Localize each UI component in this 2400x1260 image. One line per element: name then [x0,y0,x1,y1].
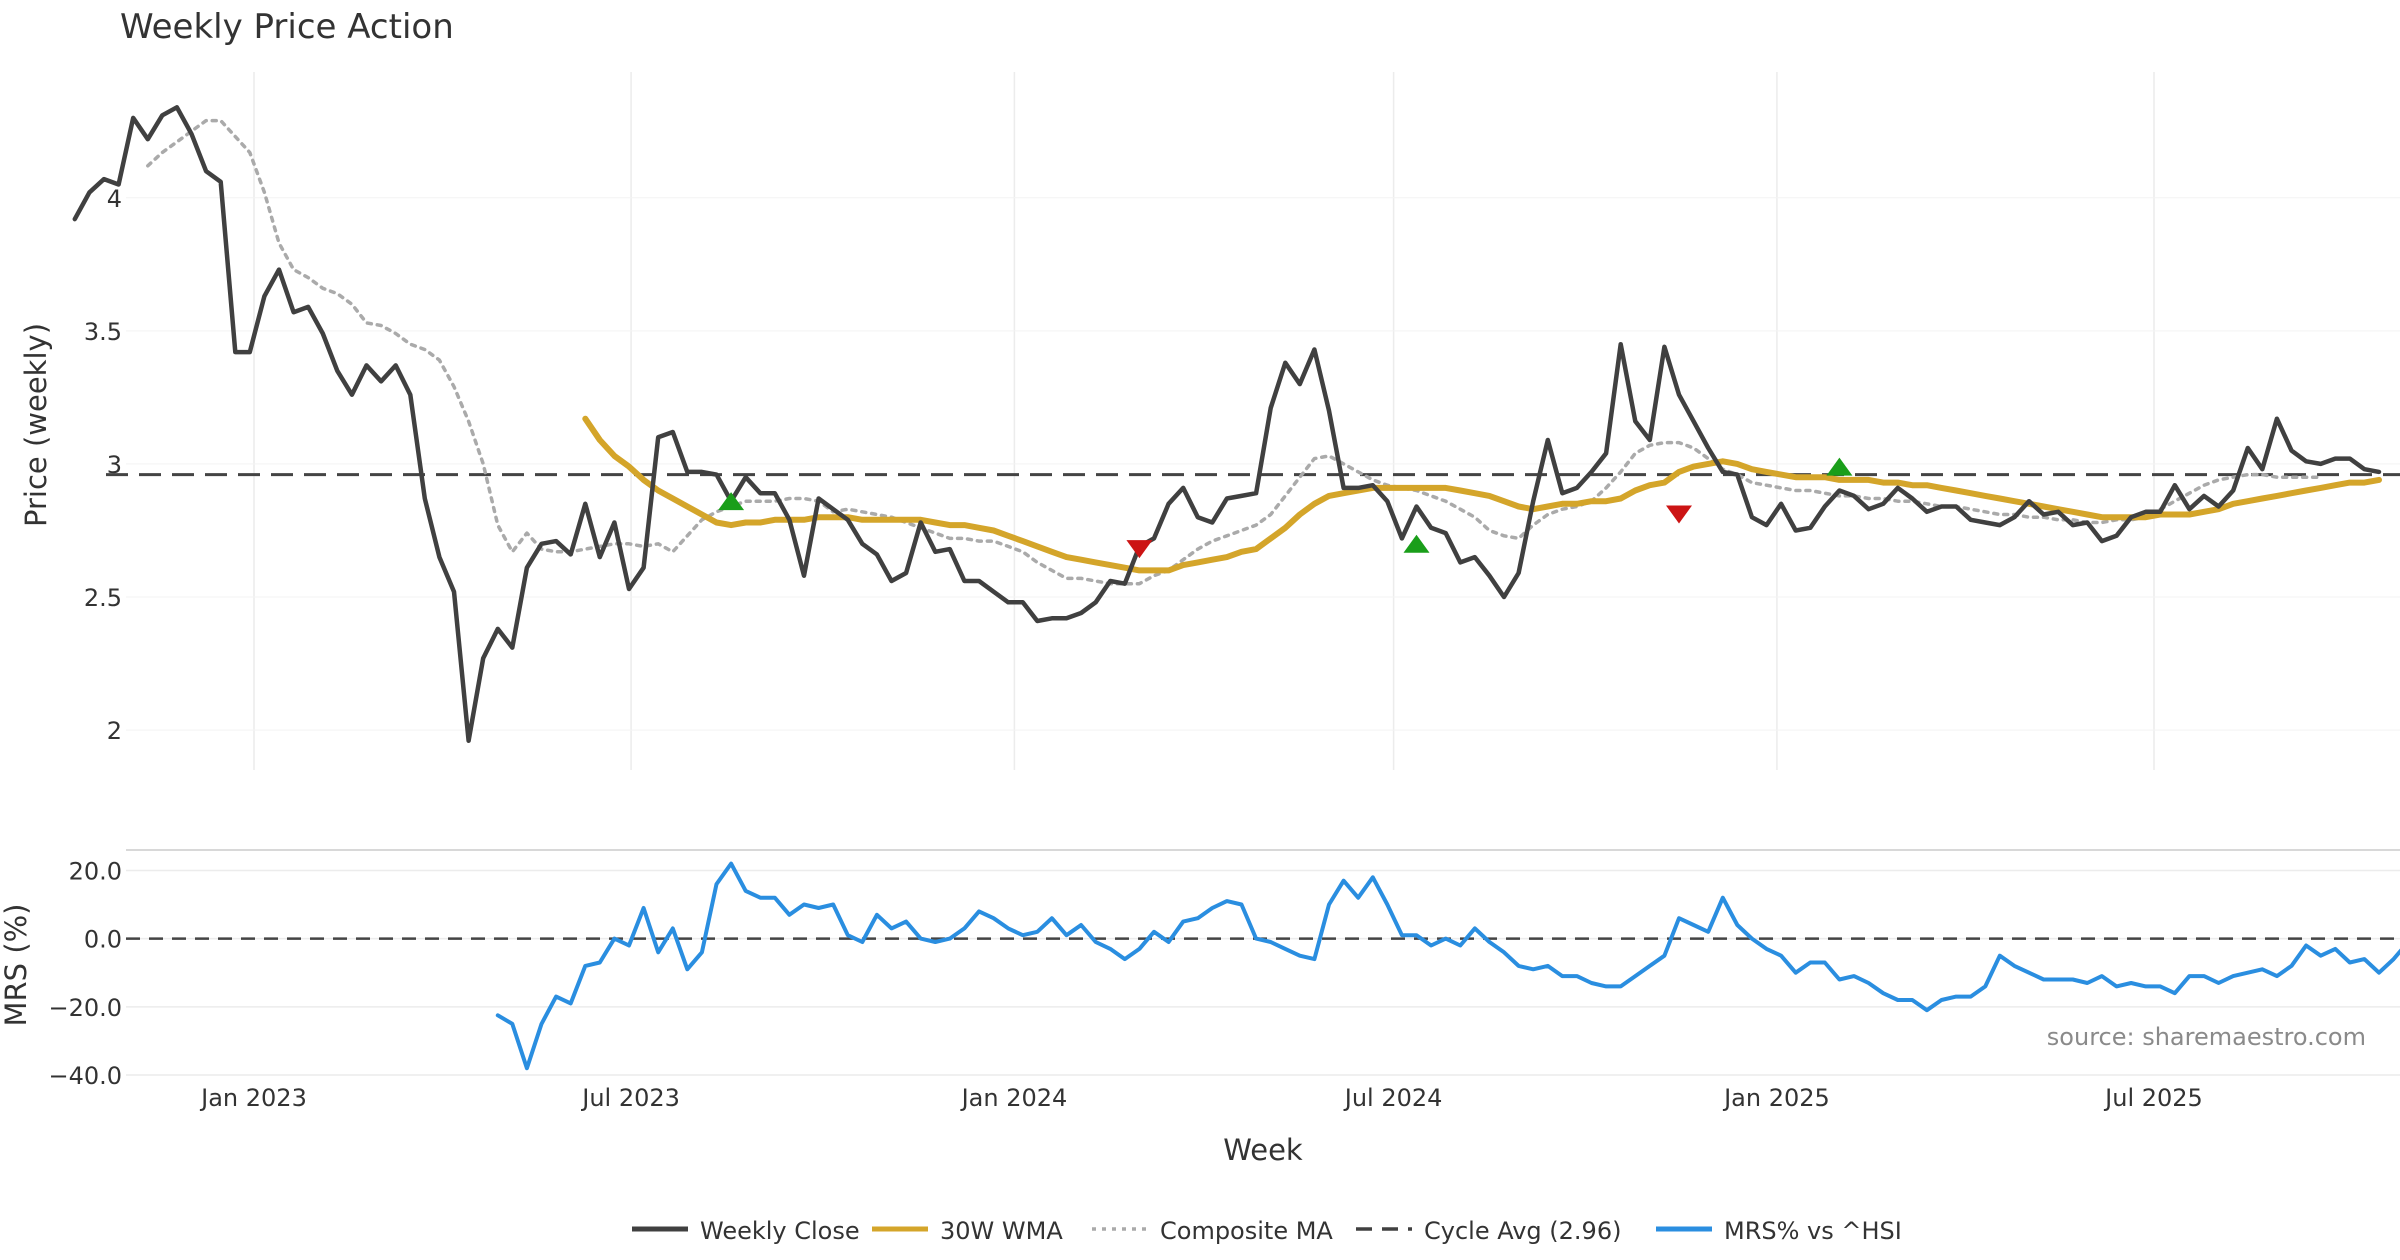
legend-label: Cycle Avg (2.96) [1424,1217,1621,1245]
mrs-axis-title: MRS (%) [0,904,33,1027]
mrs-y-tick-label: −20.0 [48,994,122,1022]
price-series [72,105,2382,743]
x-tick-label: Jan 2023 [199,1084,307,1112]
x-tick-label: Jan 2025 [1722,1084,1830,1112]
x-ticks: Jan 2023 Jul 2023 Jan 2024 Jul 2024 Jan 2025… [199,1084,2203,1112]
mrs-y-tick-label: 0.0 [84,926,122,954]
mrs-y-tick-label: −40.0 [48,1062,122,1090]
price-y-tick-label: 2 [107,717,122,745]
signal-markers [718,457,1853,559]
buy-signal-marker [718,492,745,511]
mrs-series [495,861,2400,1071]
legend-label: MRS% vs ^HSI [1724,1217,1902,1245]
x-tick-label: Jul 2024 [1343,1084,1443,1112]
price-y-tick-label: 2.5 [84,584,122,612]
chart-title: Weekly Price Action [120,7,454,47]
weekly-close-line [72,105,2382,743]
price-axis-title: Price (weekly) [19,323,53,527]
source-label: source: sharemaestro.com [2047,1023,2366,1051]
legend-label: 30W WMA [940,1217,1063,1245]
legend-label: Weekly Close [700,1217,860,1245]
sell-signal-marker [1126,540,1153,559]
legend-label: Composite MA [1160,1217,1333,1245]
composite-ma-line [146,118,2323,586]
price-y-tick-label: 4 [107,185,122,213]
price-y-ticks: 2 2.5 3 3.5 4 [84,185,122,745]
price-y-tick-label: 3 [107,451,122,479]
mrs-y-tick-label: 20.0 [69,857,122,885]
mrs-line [495,861,2400,1071]
buy-signal-marker [1826,457,1853,476]
mrs-y-ticks: −40.0 −20.0 0.0 20.0 [48,857,122,1090]
legend: Weekly Close 30W WMA Composite MA Cycle Avg… [632,1217,1902,1245]
30w-wma-line [582,415,2382,574]
sell-signal-marker [1666,505,1692,524]
x-tick-label: Jul 2023 [580,1084,680,1112]
price-y-tick-label: 3.5 [84,318,122,346]
x-tick-label: Jan 2024 [960,1084,1068,1112]
buy-signal-marker [1403,534,1430,553]
x-tick-label: Jul 2025 [2103,1084,2203,1112]
x-axis-title: Week [1223,1133,1303,1167]
reference-lines [106,473,2400,940]
